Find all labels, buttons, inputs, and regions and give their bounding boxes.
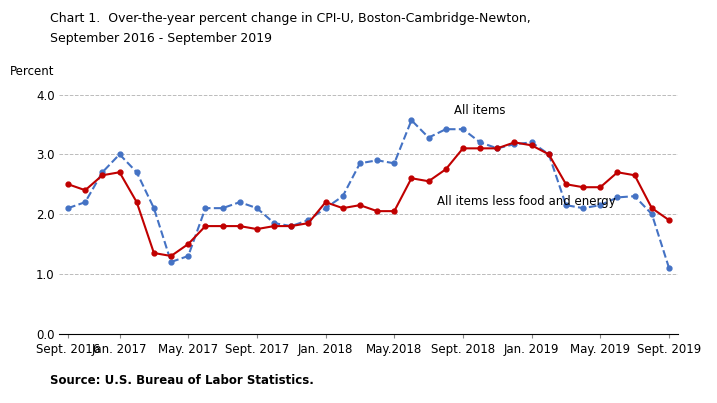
- Text: September 2016 - September 2019: September 2016 - September 2019: [50, 32, 272, 45]
- Text: All items less food and energy: All items less food and energy: [437, 195, 616, 208]
- Text: Source: U.S. Bureau of Labor Statistics.: Source: U.S. Bureau of Labor Statistics.: [50, 374, 314, 387]
- Text: Percent: Percent: [10, 64, 54, 77]
- Text: Chart 1.  Over-the-year percent change in CPI-U, Boston-Cambridge-Newton,: Chart 1. Over-the-year percent change in…: [50, 12, 531, 25]
- Text: All items: All items: [455, 104, 506, 116]
